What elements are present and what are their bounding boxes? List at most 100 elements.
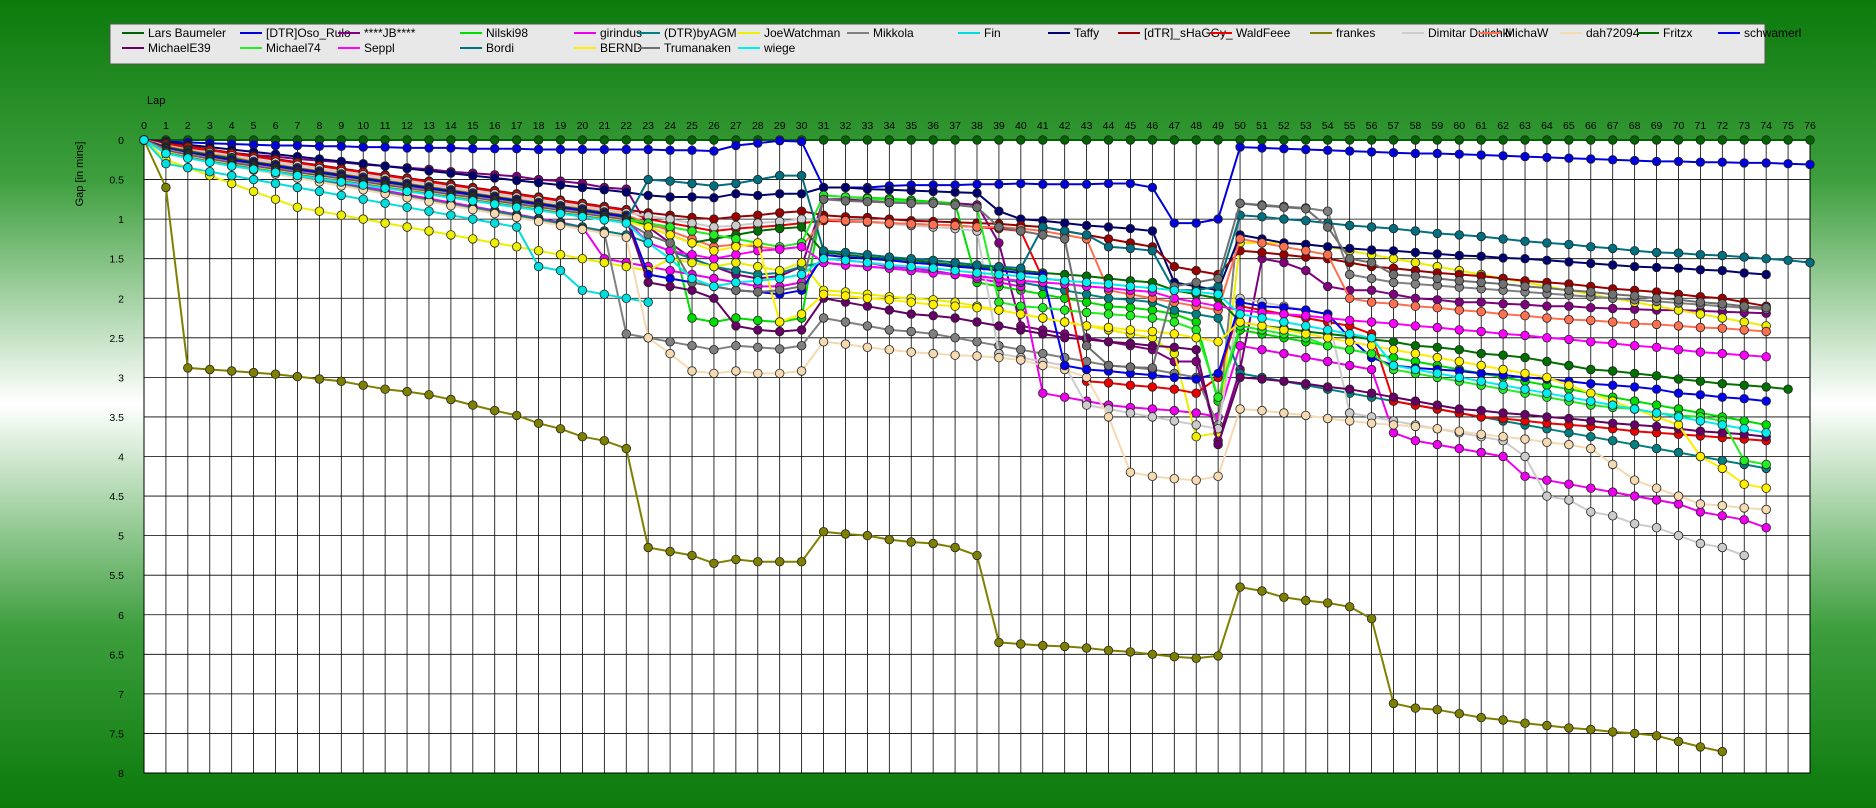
data-point [1432, 439, 1443, 450]
data-point [270, 140, 281, 151]
data-point [468, 196, 478, 206]
data-point [1673, 412, 1684, 422]
data-point [1169, 416, 1180, 426]
data-point [555, 144, 566, 155]
data-point [1564, 380, 1574, 391]
data-point [906, 297, 916, 307]
data-point [796, 222, 807, 232]
data-point [1301, 311, 1311, 321]
data-point [950, 135, 960, 145]
data-point [1388, 428, 1399, 438]
data-point [1038, 329, 1048, 339]
data-point [1301, 352, 1311, 363]
data-point [731, 265, 741, 276]
legend-entry: [dTR]_sHaGGy_ [1144, 26, 1233, 40]
data-point [512, 242, 522, 252]
x-tick-label: 40 [1015, 120, 1027, 132]
data-point [1322, 242, 1333, 252]
data-point [1257, 405, 1267, 416]
data-point [270, 167, 281, 178]
data-point [1301, 595, 1311, 606]
data-point [1651, 156, 1662, 167]
data-point [972, 303, 982, 313]
data-point [994, 206, 1004, 216]
y-tick-label: 3.5 [109, 412, 124, 424]
data-point [884, 218, 895, 228]
data-point [1301, 265, 1311, 276]
data-point [1520, 384, 1530, 394]
data-point [840, 291, 851, 301]
data-point [1366, 245, 1377, 255]
x-tick-label: 43 [1081, 120, 1093, 132]
data-point [1520, 352, 1530, 363]
data-point [1147, 313, 1158, 323]
data-point [1059, 179, 1070, 190]
data-point [862, 184, 873, 194]
data-point [1454, 135, 1465, 145]
data-point [1235, 142, 1245, 152]
data-point [1695, 265, 1706, 275]
data-point [468, 135, 478, 145]
legend-entry: frankes [1336, 26, 1375, 40]
data-point [468, 143, 478, 154]
data-point [753, 210, 763, 220]
data-point [972, 337, 982, 347]
data-point [1586, 507, 1596, 517]
x-tick-label: 46 [1147, 120, 1159, 132]
data-point [533, 135, 544, 145]
data-point [468, 400, 478, 410]
data-point [1016, 263, 1026, 273]
data-point [1651, 262, 1662, 273]
data-point [1213, 273, 1223, 284]
data-point [1739, 325, 1749, 335]
data-point [775, 223, 785, 234]
data-point [1651, 135, 1662, 145]
data-point [1695, 322, 1706, 333]
data-point [1651, 495, 1662, 505]
data-point [621, 218, 632, 228]
data-point [1213, 135, 1223, 145]
data-point [753, 325, 763, 335]
data-point [1432, 368, 1443, 379]
data-point [709, 345, 719, 355]
data-point [753, 174, 763, 185]
data-point [1586, 432, 1596, 442]
data-point [1629, 368, 1640, 379]
data-point [1454, 250, 1465, 261]
data-point [1081, 297, 1092, 307]
data-point [424, 135, 434, 145]
data-point [1651, 293, 1662, 304]
x-tick-label: 71 [1695, 120, 1707, 132]
data-point [775, 273, 785, 284]
data-point [906, 261, 916, 272]
data-point [555, 265, 566, 276]
data-point [599, 144, 610, 155]
data-point [994, 305, 1004, 315]
data-point [1081, 230, 1092, 240]
data-point [1673, 156, 1684, 167]
data-point [796, 189, 807, 199]
data-point [1520, 330, 1530, 341]
data-point [1432, 273, 1443, 284]
data-point [731, 341, 741, 351]
data-point [1651, 319, 1662, 330]
data-point [884, 534, 895, 545]
data-point [731, 140, 741, 151]
x-tick-label: 56 [1366, 120, 1378, 132]
data-point [1498, 151, 1508, 161]
data-point [1103, 360, 1114, 371]
data-point [1081, 643, 1092, 653]
data-point [1038, 348, 1048, 359]
data-point [1717, 157, 1728, 167]
data-point [1059, 234, 1070, 244]
data-point [1651, 731, 1662, 741]
data-point [1059, 218, 1070, 228]
data-point [1103, 378, 1114, 388]
series-lines [139, 135, 1815, 757]
data-point [1081, 135, 1092, 145]
data-point [1761, 428, 1771, 438]
x-tick-label: 66 [1585, 120, 1597, 132]
data-point [1169, 329, 1180, 339]
data-point [1586, 443, 1596, 454]
data-point [1410, 341, 1421, 351]
